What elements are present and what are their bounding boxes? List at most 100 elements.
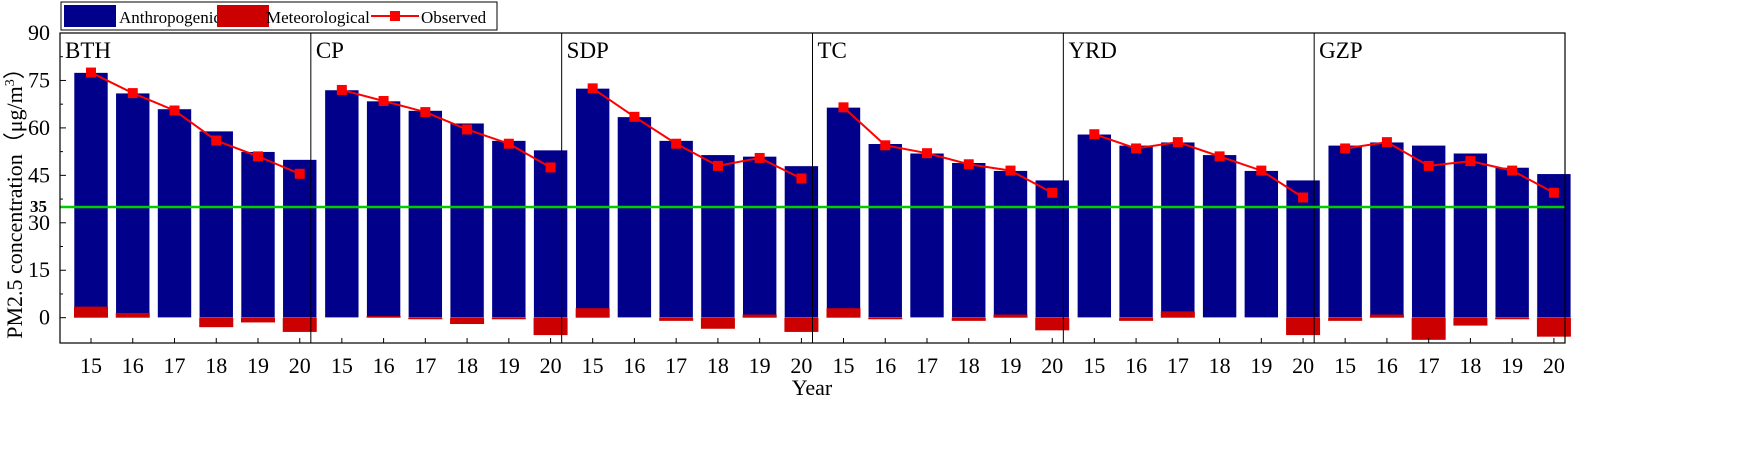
observed-line	[90, 71, 301, 175]
observed-point	[420, 107, 431, 118]
bar-anthropogenic	[1327, 144, 1363, 318]
bar-anthropogenic	[617, 116, 652, 318]
observed-point	[1507, 165, 1518, 176]
region-label: BTH	[65, 38, 111, 63]
legend-layer: Anthropogenic Meteorological Observed	[60, 1, 498, 31]
bar-anthropogenic	[1494, 167, 1530, 318]
y-axis-title-superscript: 3	[3, 79, 18, 86]
bar-anthropogenic	[491, 140, 527, 318]
x-tick-label: 20	[540, 353, 562, 378]
bar-anthropogenic	[1034, 179, 1070, 318]
x-tick-label: 19	[1250, 353, 1272, 378]
observed-point	[127, 88, 138, 99]
y-axis-title: PM2.5 concentration（μg/m3）	[2, 57, 27, 339]
x-axis-title: Year	[792, 375, 833, 400]
observed-point	[1047, 187, 1058, 198]
observed-point	[1381, 137, 1392, 148]
bar-meteorological	[1453, 317, 1488, 326]
observed-line	[842, 106, 1053, 194]
legend-swatch-anthropogenic	[64, 5, 116, 27]
bar-anthropogenic	[408, 110, 443, 318]
region-label: CP	[316, 38, 344, 63]
x-tick-label: 16	[373, 353, 395, 378]
panel-gzp: 15 16 17 18 19 20 GZP	[1313, 33, 1572, 378]
bar-meteorological	[742, 314, 777, 318]
y-tick-label: 15	[28, 257, 50, 282]
observed-point	[211, 135, 222, 146]
y-tick-label: 75	[28, 67, 50, 92]
panel-tc: 15 16 17 18 19 20 TC	[812, 33, 1070, 378]
bar-meteorological	[826, 308, 861, 318]
bar-anthropogenic	[198, 130, 234, 318]
x-tick-label: 15	[1083, 353, 1105, 378]
observed-point	[963, 159, 974, 170]
bar-meteorological	[1411, 317, 1446, 340]
bar-anthropogenic	[909, 152, 945, 318]
bar-meteorological	[1035, 317, 1070, 331]
observed-point	[1214, 151, 1225, 162]
observed-point	[629, 111, 640, 122]
bar-meteorological	[533, 317, 568, 336]
bar-meteorological	[1160, 311, 1195, 318]
observed-point	[1298, 192, 1309, 203]
observed-point	[86, 67, 96, 78]
x-tick-label: 19	[1501, 353, 1523, 378]
legend-box	[60, 1, 498, 31]
region-label: GZP	[1319, 38, 1362, 63]
observed-point	[503, 138, 514, 149]
bar-anthropogenic	[1160, 141, 1196, 318]
bar-anthropogenic	[157, 108, 192, 318]
y-tick-label: 0	[39, 305, 50, 330]
bar-meteorological	[659, 317, 694, 321]
y-axis-title-main: PM2.5 concentration（μg/m	[2, 86, 27, 339]
bar-meteorological	[1286, 317, 1321, 336]
x-tick-label: 19	[498, 353, 520, 378]
x-tick-label: 18	[205, 353, 227, 378]
x-tick-label: 15	[582, 353, 604, 378]
bar-anthropogenic	[1118, 144, 1154, 318]
bar-meteorological	[199, 317, 234, 328]
bar-anthropogenic	[700, 154, 736, 318]
observed-point	[838, 102, 849, 113]
bar-meteorological	[74, 306, 108, 318]
panel-yrd: 15 16 17 18 19 20 YRD	[1062, 33, 1321, 378]
observed-line	[592, 87, 802, 180]
bar-anthropogenic	[1369, 141, 1405, 318]
region-label: YRD	[1068, 38, 1117, 63]
observed-point	[1256, 165, 1267, 176]
y-tick-label: 30	[28, 210, 50, 235]
legend-marker-observed	[390, 11, 400, 21]
plot-frame	[59, 32, 1566, 344]
bar-anthropogenic	[993, 170, 1028, 318]
x-tick-label: 19	[247, 353, 269, 378]
x-tick-label: 18	[1209, 353, 1231, 378]
observed-line	[1345, 141, 1555, 194]
observed-point	[1548, 187, 1559, 198]
x-tick-label: 20	[1292, 353, 1314, 378]
bar-meteorological	[491, 317, 526, 320]
bar-meteorological	[951, 317, 986, 321]
y-axis-title-end: ）	[2, 57, 27, 79]
bar-meteorological	[784, 317, 819, 332]
bar-anthropogenic	[1411, 144, 1446, 318]
bar-meteorological	[450, 317, 485, 325]
x-tick-label: 20	[1041, 353, 1063, 378]
bar-anthropogenic	[867, 143, 903, 318]
bar-meteorological	[1536, 317, 1571, 337]
bar-anthropogenic	[449, 122, 485, 318]
observed-point	[545, 162, 556, 173]
bar-meteorological	[575, 308, 610, 318]
x-tick-label: 18	[707, 353, 729, 378]
observed-point	[336, 84, 347, 95]
bar-anthropogenic	[533, 149, 568, 318]
bar-meteorological	[1495, 317, 1530, 320]
observed-point	[169, 105, 180, 116]
bar-anthropogenic	[115, 92, 151, 318]
x-tick-label: 16	[874, 353, 896, 378]
x-tick-label: 15	[1334, 353, 1356, 378]
bar-meteorological	[366, 316, 401, 318]
panel-cp: 15 16 17 18 19 20 CP	[310, 33, 568, 378]
bar-meteorological	[993, 314, 1028, 318]
bar-anthropogenic	[742, 156, 777, 318]
legend-swatch-meteorological	[217, 5, 269, 27]
